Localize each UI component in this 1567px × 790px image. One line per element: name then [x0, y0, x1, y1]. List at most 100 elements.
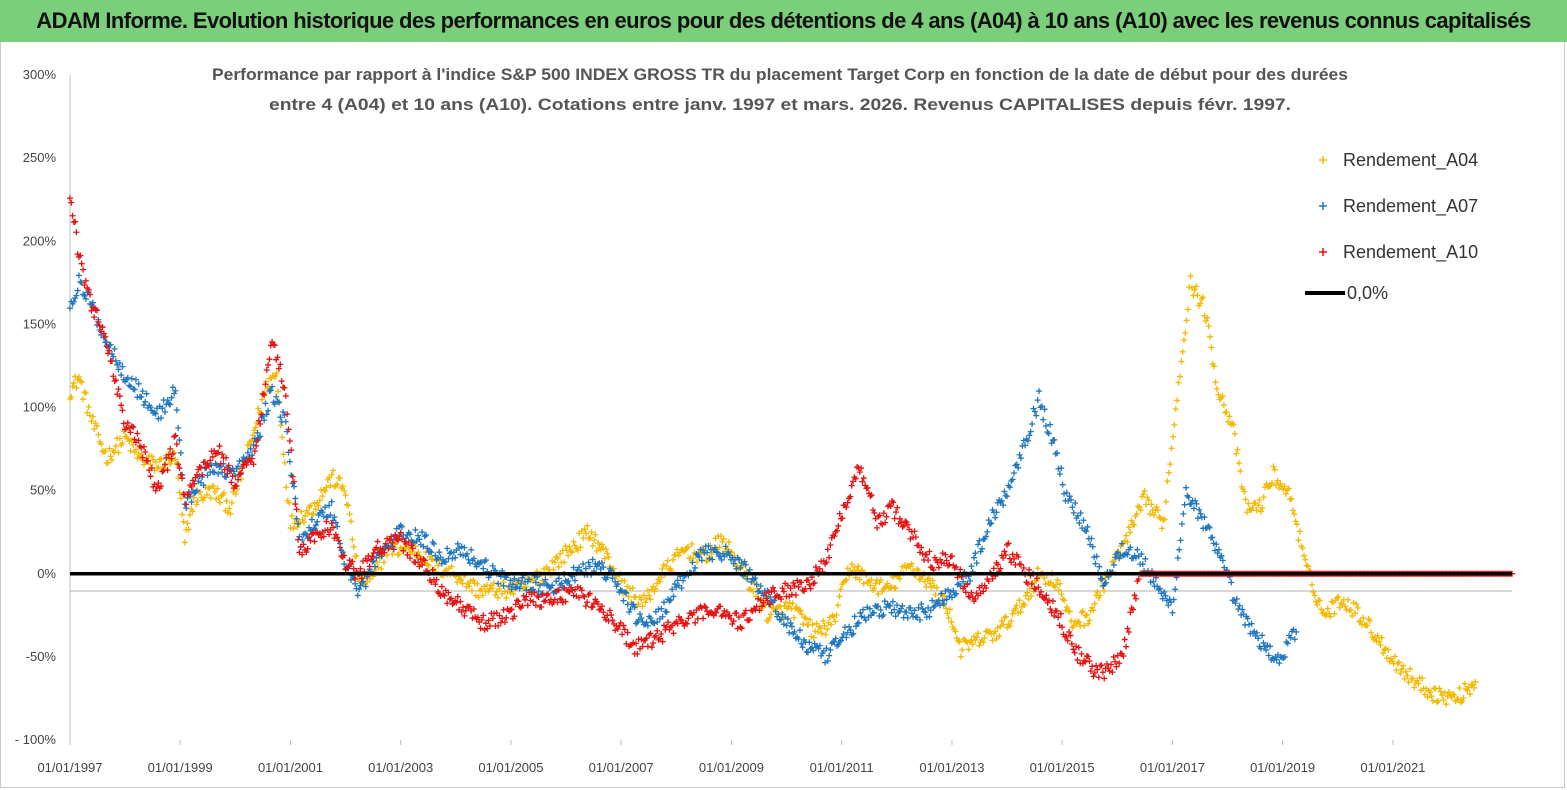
data-point [327, 512, 334, 519]
data-point [953, 590, 960, 597]
data-point [326, 502, 333, 509]
data-point [412, 526, 419, 533]
data-point [1076, 520, 1083, 527]
data-point [531, 589, 538, 596]
data-point [939, 597, 946, 604]
data-point [789, 600, 796, 607]
x-tick-label: 01/01/2011 [810, 760, 874, 775]
data-point [1282, 490, 1289, 497]
data-point [204, 472, 211, 479]
data-point [752, 575, 759, 582]
data-point [923, 583, 930, 590]
data-point [1112, 554, 1119, 561]
data-point [877, 576, 884, 583]
data-point [1353, 600, 1360, 607]
data-point [275, 399, 282, 406]
data-point [119, 407, 126, 414]
data-point [1059, 624, 1066, 631]
data-point [493, 609, 500, 616]
data-point [173, 407, 180, 414]
data-point [115, 386, 122, 393]
data-point [771, 588, 778, 595]
data-point [228, 499, 235, 506]
data-point [833, 611, 840, 618]
data-point [514, 597, 521, 604]
data-point [945, 614, 952, 621]
data-point [293, 515, 300, 522]
data-point [85, 403, 92, 410]
data-point [299, 551, 306, 558]
data-point [1204, 314, 1211, 321]
data-point [527, 597, 534, 604]
data-point [81, 292, 88, 299]
data-point [127, 448, 134, 455]
data-point [300, 541, 307, 548]
data-point [836, 510, 843, 517]
data-point [81, 281, 88, 288]
legend-label: 0,0% [1347, 283, 1388, 303]
data-point [1068, 640, 1075, 647]
data-point [421, 533, 428, 540]
data-point [286, 438, 293, 445]
data-point [485, 617, 492, 624]
data-point [672, 551, 679, 558]
data-point [1385, 646, 1392, 653]
data-point [667, 596, 674, 603]
data-point [675, 613, 682, 620]
data-point [851, 613, 858, 620]
data-point [580, 560, 587, 567]
data-point [436, 549, 443, 556]
data-point [1074, 656, 1081, 663]
data-point [1028, 581, 1035, 588]
data-point [326, 531, 333, 538]
data-point [319, 493, 326, 500]
data-point [578, 587, 585, 594]
data-point [566, 543, 573, 550]
data-point [1114, 549, 1121, 556]
data-point [1464, 687, 1471, 694]
data-point [608, 612, 615, 619]
data-point [262, 400, 269, 407]
data-point [948, 619, 955, 626]
data-point [73, 292, 80, 299]
data-point [515, 598, 522, 605]
data-point [225, 462, 232, 469]
data-point [954, 581, 961, 588]
data-point [605, 554, 612, 561]
data-point [787, 620, 794, 627]
data-point [557, 550, 564, 557]
data-point [172, 432, 179, 439]
data-point [1078, 650, 1085, 657]
data-point [235, 463, 242, 470]
data-point [769, 584, 776, 591]
data-point [1213, 541, 1220, 548]
data-point [1156, 514, 1163, 521]
data-point [960, 578, 967, 585]
x-tick-label: 01/01/2013 [919, 760, 984, 775]
data-point [570, 538, 577, 545]
data-point [1127, 609, 1134, 616]
data-point [953, 563, 960, 570]
data-point [1259, 504, 1266, 511]
data-point [1042, 423, 1049, 430]
data-point [925, 557, 932, 564]
data-point [950, 587, 957, 594]
chart-title-line-1: Performance par rapport à l'indice S&P 5… [212, 66, 1348, 84]
data-point [244, 442, 251, 449]
data-point [856, 576, 863, 583]
data-point [1108, 661, 1115, 668]
data-point [1131, 592, 1138, 599]
data-point [823, 645, 830, 652]
data-point [277, 422, 284, 429]
data-point [1159, 595, 1166, 602]
data-point [1090, 607, 1097, 614]
data-point [462, 607, 469, 614]
data-point [753, 603, 760, 610]
data-point [620, 622, 627, 629]
data-point [914, 566, 921, 573]
data-point [988, 520, 995, 527]
data-point [802, 615, 809, 622]
x-tick-label: 01/01/2017 [1140, 760, 1205, 775]
data-point [595, 540, 602, 547]
data-point [152, 487, 159, 494]
